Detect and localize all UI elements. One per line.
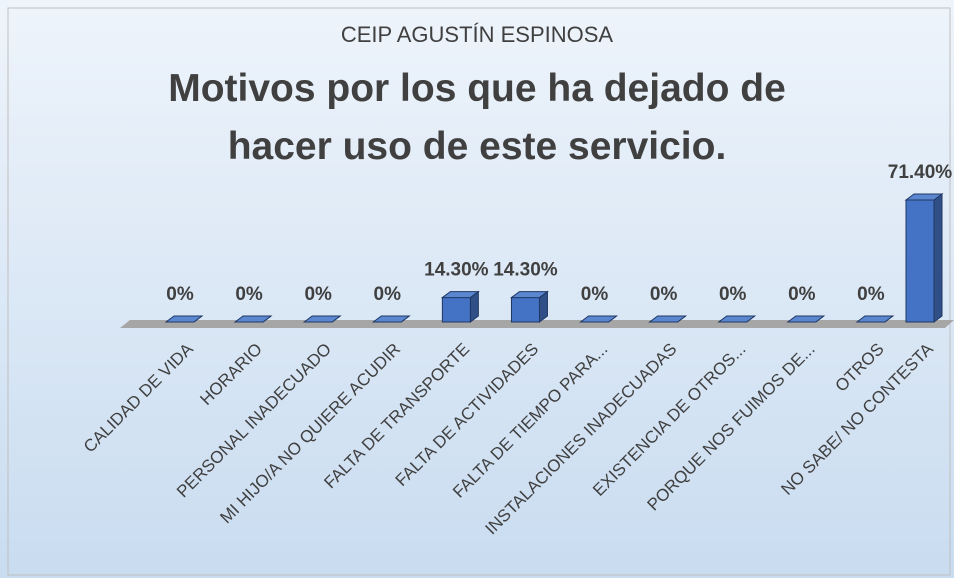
x-tick-label: HORARIO [196,339,266,409]
data-label: 14.30% [493,260,558,281]
bar-top [371,315,411,323]
data-label: 0% [719,284,747,305]
chart-border [7,7,951,576]
bar-top [904,193,944,201]
x-tick-label: FALTA DE TRANSPORTE [320,339,473,492]
x-tick-label: CALIDAD DE VIDA [80,339,197,456]
bar [441,297,471,323]
bar-top [164,315,204,323]
bar-top [509,291,549,299]
bar-top [233,315,273,323]
bar [905,199,935,323]
data-label: 0% [235,284,263,305]
bar-top [440,291,480,299]
data-label: 0% [650,284,678,305]
data-label: 0% [857,284,885,305]
data-label: 14.30% [424,260,489,281]
bar-top [717,315,757,323]
bar-top [302,315,342,323]
data-label: 0% [788,284,816,305]
data-label: 0% [304,284,332,305]
bar-top [855,315,895,323]
data-label: 0% [166,284,194,305]
data-label: 0% [581,284,609,305]
bar-top [786,315,826,323]
bar-side [933,193,943,323]
bar [510,297,540,323]
x-tick-label: FALTA DE ACTIVIDADES [392,339,543,490]
data-label: 0% [374,284,402,305]
bar-top [648,315,688,323]
chart-title: Motivos por los que ha dejado de hacer u… [168,67,786,168]
bar-top [579,315,619,323]
chart-subtitle: CEIP AGUSTÍN ESPINOSA [340,22,614,47]
data-label: 71.40% [888,162,953,183]
